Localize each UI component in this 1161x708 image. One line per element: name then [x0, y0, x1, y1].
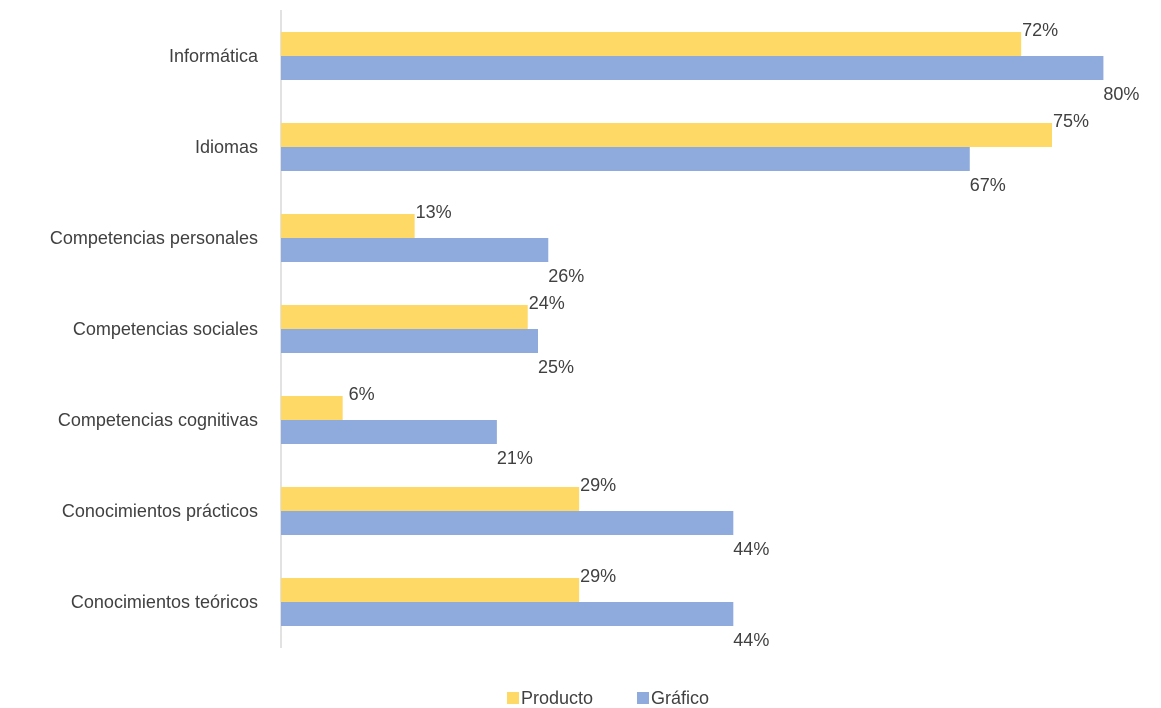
bar-producto: [281, 396, 343, 420]
category-label: Competencias sociales: [73, 319, 258, 339]
data-label: 25%: [538, 357, 574, 377]
data-labels: 72% 80% 75% 67% 13% 26% 24% 25% 6% 21% 29% 44% 29% 44…: [349, 20, 1140, 650]
data-label: 26%: [548, 266, 584, 286]
bar-grafico: [281, 238, 549, 262]
category-label: Conocimientos prácticos: [62, 501, 258, 521]
data-label: 72%: [1022, 20, 1058, 40]
bar-producto: [281, 305, 528, 329]
category-label: Conocimientos teóricos: [71, 592, 258, 612]
legend-swatch-grafico: [637, 692, 649, 704]
data-label: 44%: [733, 630, 769, 650]
data-label: 75%: [1053, 111, 1089, 131]
bar-grafico: [281, 420, 497, 444]
data-label: 6%: [349, 384, 375, 404]
legend: Producto Gráfico: [507, 688, 709, 708]
bar-grafico: [281, 602, 734, 626]
category-label: Competencias personales: [50, 228, 258, 248]
legend-label-grafico: Gráfico: [651, 688, 709, 708]
bar-grafico: [281, 56, 1104, 80]
bars: [281, 32, 1104, 626]
bar-producto: [281, 214, 415, 238]
bar-grafico: [281, 511, 734, 535]
data-label: 13%: [416, 202, 452, 222]
bar-grafico: [281, 147, 970, 171]
bar-producto: [281, 123, 1052, 147]
bar-producto: [281, 32, 1022, 56]
category-label: Idiomas: [195, 137, 258, 157]
bar-producto: [281, 578, 580, 602]
bar-producto: [281, 487, 580, 511]
category-label: Informática: [169, 46, 259, 66]
legend-label-producto: Producto: [521, 688, 593, 708]
data-label: 44%: [733, 539, 769, 559]
data-label: 29%: [580, 566, 616, 586]
bar-grafico: [281, 329, 538, 353]
legend-swatch-producto: [507, 692, 519, 704]
data-label: 29%: [580, 475, 616, 495]
data-label: 67%: [970, 175, 1006, 195]
category-labels: Informática Idiomas Competencias personale…: [50, 46, 259, 612]
data-label: 24%: [529, 293, 565, 313]
category-label: Competencias cognitivas: [58, 410, 258, 430]
data-label: 80%: [1103, 84, 1139, 104]
data-label: 21%: [497, 448, 533, 468]
